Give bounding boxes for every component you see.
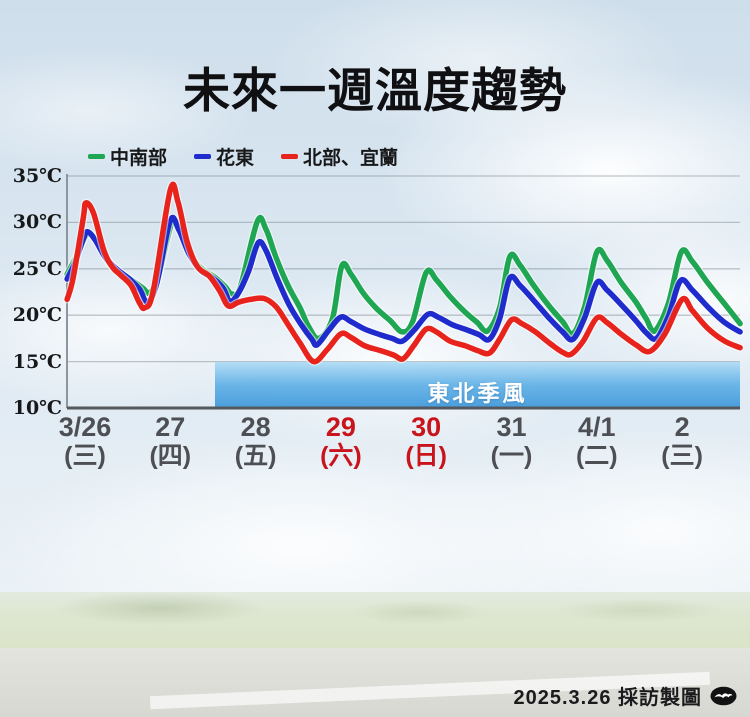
weekday-text: (一) [490,442,533,471]
date-text: 28 [240,412,271,442]
x-label-day-4-1: 4/1 (二) [551,412,643,470]
weekday-text: (六) [320,442,362,471]
treeline-photo-band [0,592,750,652]
y-tick-label: 35℃ [12,165,62,187]
legend-label: 花東 [216,148,255,169]
legend-label: 中南部 [110,148,168,169]
y-tick-label: 30℃ [12,211,62,234]
legend-item-2: 北部、宜蘭 [281,143,398,170]
weekday-text: (三) [64,442,106,471]
date-text: 2 [674,412,690,442]
y-tick-label: 20℃ [12,304,62,327]
date-text: 27 [155,412,186,442]
date-text: 3/26 [58,412,112,442]
series-line-2 [64,181,743,365]
x-label-day-29: 29 (六) [295,412,387,470]
x-label-day-2: 2 (三) [636,412,728,470]
news-outlet-logo-icon [710,686,737,705]
date-text: 30 [411,412,442,442]
date-text: 29 [325,412,356,442]
y-tick-label: 25℃ [12,257,62,280]
weekday-text: (二) [575,442,618,471]
legend-dash-icon [194,154,212,159]
legend-label: 北部、宜蘭 [303,148,399,169]
legend-dash-icon [88,154,105,159]
weekday-text: (日) [405,442,448,471]
monsoon-banner-band [215,362,740,408]
monsoon-banner-label: 東北季風 [427,381,528,406]
legend-dash-icon [281,154,299,159]
x-label-day-3-26: 3/26 (三) [39,412,131,470]
credit-text: 2025.3.26 採訪製圖 [513,687,702,709]
weekday-text: (三) [661,442,703,471]
series-line-1 [64,214,743,348]
footer: 2025.3.26 採訪製圖 [513,681,737,710]
y-tick-label: 10℃ [12,397,62,419]
page-title: 未來一週溫度趨勢 [183,64,567,117]
date-text: 31 [496,412,527,442]
x-label-day-28: 28 (五) [210,412,302,470]
x-label-day-31: 31 (一) [466,412,558,470]
weekday-text: (五) [234,442,277,471]
legend-item-0: 中南部 [88,143,167,170]
date-text: 4/1 [578,412,616,442]
legend-item-1: 花東 [194,143,254,170]
chart-legend: 中南部 花東 北部、宜蘭 [88,143,398,170]
x-label-day-27: 27 (四) [124,412,216,470]
x-label-day-30: 30 (日) [380,412,472,470]
weekday-text: (四) [149,442,192,471]
y-tick-label: 15℃ [12,350,62,373]
